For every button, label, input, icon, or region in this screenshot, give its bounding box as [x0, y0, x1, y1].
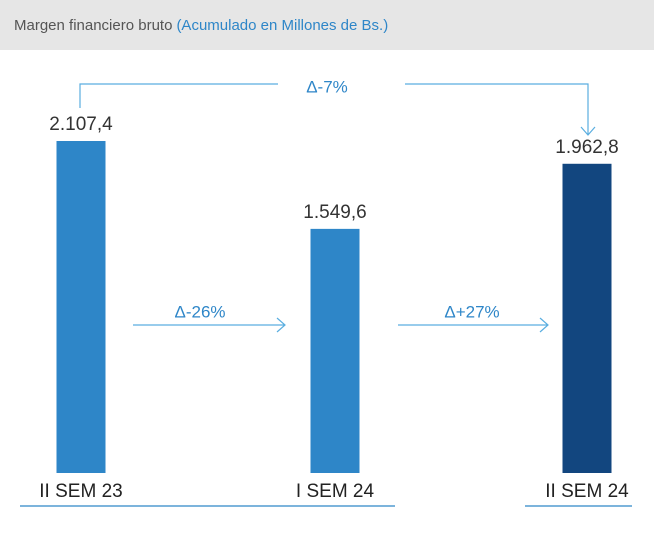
x-tick-label: I SEM 24 — [296, 481, 375, 502]
chart-subtitle: (Acumulado en Millones de Bs.) — [176, 17, 388, 34]
bar — [562, 163, 612, 473]
chart-title: Margen financiero bruto — [14, 17, 172, 34]
bracket-left — [79, 83, 278, 108]
annotation: Δ-26% — [174, 302, 225, 321]
annotation: Δ+27% — [444, 302, 499, 321]
header-band — [0, 0, 654, 50]
bar — [310, 228, 360, 473]
x-tick-label: II SEM 23 — [39, 481, 122, 502]
annotation: Δ-7% — [306, 77, 348, 96]
arrow — [133, 317, 286, 333]
arrow — [398, 317, 549, 333]
chart-title-line: Margen financiero bruto (Acumulado en Mil… — [14, 17, 388, 34]
value-label: 1.962,8 — [555, 137, 618, 158]
x-tick-label: II SEM 24 — [545, 481, 629, 502]
value-label: 1.549,6 — [303, 202, 366, 223]
bar — [56, 141, 106, 473]
value-label: 2.107,4 — [49, 114, 113, 135]
bracket-right — [405, 83, 596, 136]
